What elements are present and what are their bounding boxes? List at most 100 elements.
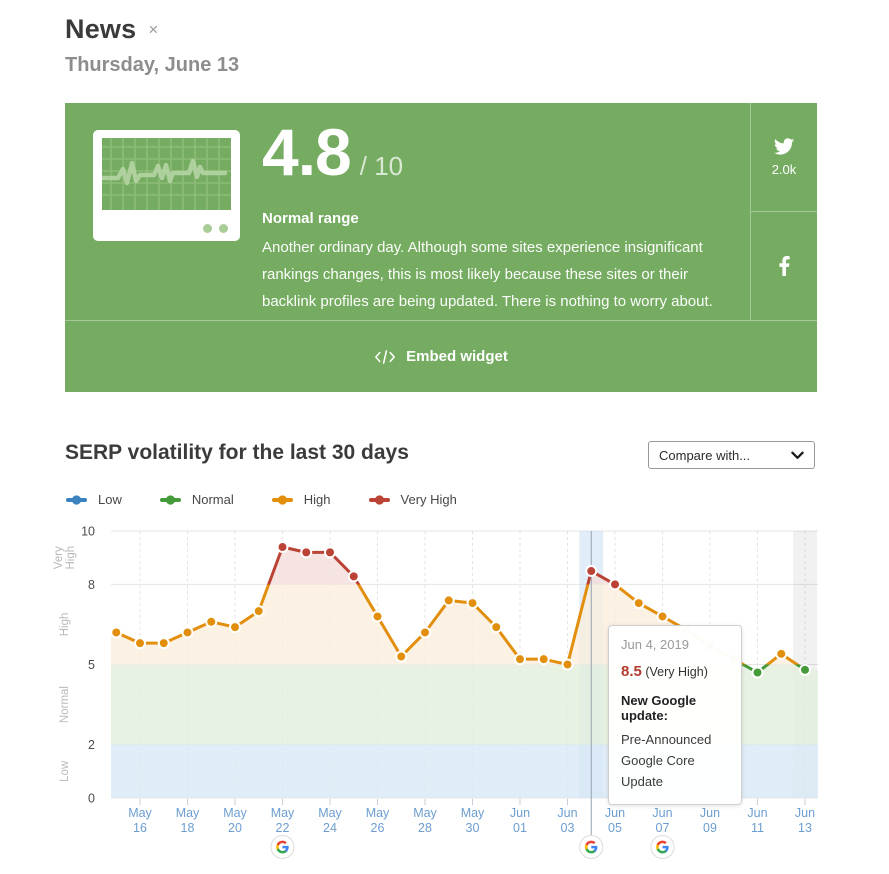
tooltip-date: Jun 4, 2019: [621, 637, 689, 652]
legend-label: Very High: [400, 492, 457, 507]
data-point-may-19[interactable]: [205, 615, 218, 628]
tooltip-update-heading: New Google update:: [621, 693, 697, 723]
legend-item-low[interactable]: Low: [66, 492, 122, 507]
data-point-jun-02[interactable]: [537, 653, 550, 666]
data-point-jun-11[interactable]: [751, 666, 764, 679]
banner-main: 4.8 / 10 Normal range Another ordinary d…: [65, 103, 817, 320]
close-icon[interactable]: ×: [148, 20, 159, 39]
legend-marker-icon: [66, 494, 87, 505]
data-point-may-24[interactable]: [324, 546, 336, 559]
legend-marker-icon: [159, 494, 181, 505]
compare-with-value: Compare with...: [659, 447, 751, 463]
google-update-icon[interactable]: [579, 835, 604, 859]
y-tick-label: 2: [88, 738, 95, 752]
volatility-score-banner: 4.8 / 10 Normal range Another ordinary d…: [65, 103, 817, 392]
range-description: Another ordinary day. Although some site…: [262, 239, 713, 310]
data-point-jun-05[interactable]: [609, 578, 621, 591]
data-point-may-23[interactable]: [300, 546, 313, 559]
volatility-chart: 0 2 5 8 10 Low Normal High Very High May 16 May 18 May…: [0, 520, 889, 874]
data-point-may-29[interactable]: [442, 594, 455, 607]
data-point-jun-04[interactable]: [585, 565, 598, 578]
data-point-may-31[interactable]: [490, 621, 503, 634]
legend-item-normal[interactable]: Normal: [159, 492, 234, 507]
y-tick-label: 8: [88, 578, 95, 592]
heartbeat-monitor-icon: [93, 130, 240, 241]
compare-with-select[interactable]: Compare with...: [648, 441, 815, 469]
data-point-jun-01[interactable]: [514, 653, 526, 666]
data-point-may-22[interactable]: [276, 541, 289, 554]
header: News × Thursday, June 13: [65, 14, 239, 77]
twitter-icon: [774, 137, 794, 155]
section-title: SERP volatility for the last 30 days: [65, 441, 409, 464]
data-point-may-26[interactable]: [371, 610, 384, 623]
svg-text:High: High: [59, 613, 71, 637]
score-max: / 10: [359, 151, 404, 181]
range-label: Normal range: [262, 210, 359, 227]
data-point-jun-12[interactable]: [775, 647, 788, 660]
twitter-share-button[interactable]: 2.0k: [751, 103, 817, 212]
data-point-may-27[interactable]: [395, 650, 408, 663]
monitor-screen: [102, 138, 231, 210]
google-update-icon[interactable]: [270, 835, 295, 859]
data-point-may-15[interactable]: [110, 626, 123, 639]
data-point-may-28[interactable]: [419, 626, 431, 639]
twitter-share-count: 2.0k: [771, 161, 797, 177]
facebook-icon: [778, 256, 790, 276]
data-point-may-17[interactable]: [157, 637, 170, 650]
data-point-jun-07[interactable]: [656, 610, 669, 623]
svg-text:Very: Very: [53, 546, 65, 569]
chart-legend: Low Normal High Very High: [66, 492, 495, 507]
embed-widget-label: Embed widget: [406, 348, 508, 365]
legend-label: Normal: [191, 492, 234, 507]
data-point-jun-06[interactable]: [632, 597, 645, 610]
score-value: 4.8: [262, 115, 352, 189]
data-point-may-25[interactable]: [347, 570, 360, 583]
svg-text:High: High: [65, 546, 77, 570]
legend-item-very-high[interactable]: Very High: [368, 492, 457, 507]
legend-label: Low: [98, 492, 122, 507]
page-date: Thursday, June 13: [65, 54, 240, 76]
chevron-down-icon: [791, 451, 804, 459]
svg-text:Low: Low: [59, 760, 71, 782]
embed-code-icon: [375, 349, 396, 364]
data-point-jun-03[interactable]: [561, 658, 574, 671]
y-tick-label: 10: [81, 525, 95, 539]
y-tick-label: 0: [88, 792, 95, 806]
data-point-may-30[interactable]: [466, 597, 479, 610]
data-point-may-18[interactable]: [181, 626, 194, 639]
page-title: News: [65, 14, 137, 44]
legend-marker-icon: [368, 494, 390, 505]
google-update-icon[interactable]: [650, 835, 675, 859]
data-point-may-21[interactable]: [252, 605, 265, 618]
facebook-share-button[interactable]: [751, 212, 817, 320]
x-tick-labels: May 16 May 18 May 20 May 22 May 24 May 26 May 28 May 30…: [128, 806, 815, 835]
data-point-may-16[interactable]: [134, 637, 146, 650]
tooltip-score-row: 8.5 (Very High): [621, 663, 729, 680]
data-point-jun-13[interactable]: [799, 663, 811, 676]
svg-text:Normal: Normal: [59, 686, 71, 723]
tooltip-score-level: (Very High): [641, 665, 708, 679]
chart-tooltip: Jun 4, 2019 8.5 (Very High) New Google u…: [608, 625, 742, 805]
embed-widget-button[interactable]: Embed widget: [65, 320, 817, 392]
legend-item-high[interactable]: High: [271, 492, 331, 507]
score: 4.8 / 10: [262, 119, 403, 185]
tooltip-update-body: Pre-Announced Google Core Update: [621, 732, 712, 789]
data-point-may-20[interactable]: [229, 621, 241, 634]
